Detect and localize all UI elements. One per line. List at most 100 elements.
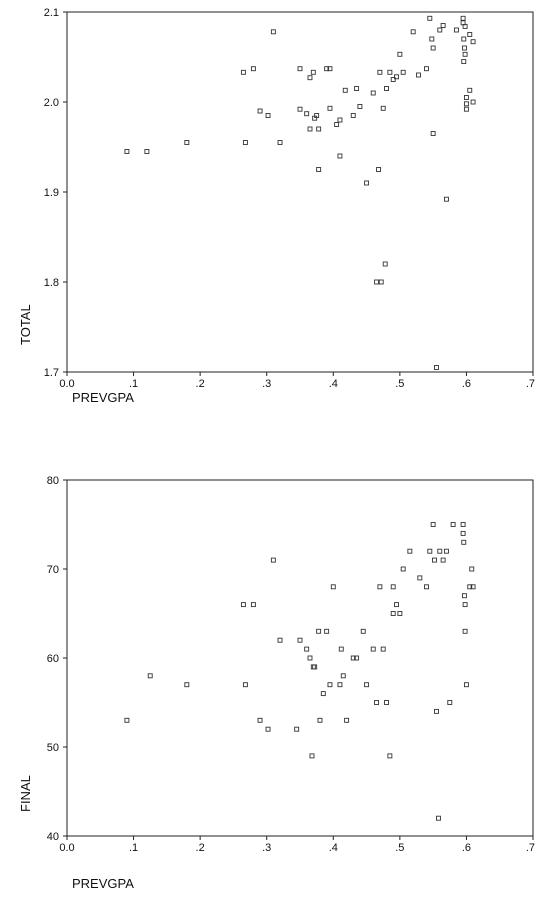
data-point xyxy=(453,27,459,33)
data-point xyxy=(307,75,313,81)
data-point xyxy=(307,126,313,132)
data-point xyxy=(427,15,433,21)
data-point xyxy=(320,691,326,697)
data-point xyxy=(462,51,468,57)
data-point xyxy=(314,113,320,118)
data-point xyxy=(417,575,423,581)
data-point xyxy=(394,74,399,80)
data-point xyxy=(429,36,435,42)
data-point xyxy=(350,655,356,661)
data-point xyxy=(250,66,256,72)
data-point xyxy=(242,140,248,145)
data-point xyxy=(270,557,276,563)
data-point xyxy=(461,45,467,51)
data-point xyxy=(461,539,467,545)
data-point xyxy=(340,673,346,679)
data-point xyxy=(467,584,473,590)
data-point xyxy=(327,66,333,72)
data-point xyxy=(430,522,436,527)
data-point xyxy=(400,566,406,572)
data-point xyxy=(462,602,468,608)
data-point xyxy=(324,628,330,634)
plot-frame xyxy=(66,479,534,837)
x-axis-label: PREVGPA xyxy=(72,876,134,891)
data-point xyxy=(470,99,476,105)
x-tick-label: .6 xyxy=(462,842,471,854)
data-point xyxy=(384,86,389,91)
data-point xyxy=(469,566,475,572)
data-point xyxy=(463,682,469,688)
data-point xyxy=(387,69,393,75)
x-tick-label: .3 xyxy=(262,378,271,390)
data-point xyxy=(257,108,263,114)
data-point xyxy=(342,87,348,93)
data-point xyxy=(430,131,436,136)
data-point xyxy=(432,557,437,563)
data-point xyxy=(124,149,130,154)
data-point xyxy=(327,682,333,688)
data-point xyxy=(450,522,456,527)
data-point xyxy=(382,261,388,267)
data-point xyxy=(124,717,130,723)
data-point xyxy=(437,27,443,33)
data-point xyxy=(360,628,366,634)
x-tick-label: .2 xyxy=(196,378,205,390)
x-tick-label: .1 xyxy=(129,378,138,390)
x-tick-label: 0.0 xyxy=(59,378,74,390)
y-tick-label: 70 xyxy=(47,564,59,576)
data-point xyxy=(265,113,271,118)
data-point xyxy=(316,628,322,634)
data-point xyxy=(309,753,315,759)
y-tick-label: 60 xyxy=(47,653,59,665)
data-point xyxy=(184,682,190,688)
data-point xyxy=(297,106,303,112)
data-point xyxy=(470,584,476,590)
data-point xyxy=(240,69,246,75)
data-point xyxy=(277,140,283,145)
data-point xyxy=(338,646,344,652)
data-point xyxy=(377,69,383,75)
data-point xyxy=(407,548,413,554)
y-tick-label: 2.0 xyxy=(44,97,59,109)
data-point xyxy=(460,15,466,21)
data-point xyxy=(437,548,443,554)
data-point xyxy=(462,23,468,29)
data-point xyxy=(447,700,453,705)
data-point xyxy=(434,708,439,714)
x-tick-label: .1 xyxy=(129,842,138,854)
data-point xyxy=(467,87,473,93)
data-point xyxy=(294,726,300,732)
data-point xyxy=(337,153,343,159)
data-point xyxy=(350,113,356,118)
data-point xyxy=(424,584,429,590)
data-point xyxy=(463,95,469,100)
data-point xyxy=(370,646,376,652)
x-tick-label: .7 xyxy=(526,842,535,854)
data-point xyxy=(364,682,370,688)
data-point xyxy=(434,365,439,370)
data-point xyxy=(257,717,263,723)
data-point xyxy=(427,548,433,554)
plot-frame xyxy=(66,11,534,373)
y-tick-label: 2.1 xyxy=(44,7,59,19)
data-point xyxy=(394,602,399,608)
data-point xyxy=(364,180,370,186)
data-point xyxy=(410,29,416,35)
data-point xyxy=(444,548,449,554)
data-point xyxy=(387,753,393,759)
data-point xyxy=(397,611,403,616)
data-point xyxy=(312,664,318,670)
data-point xyxy=(310,69,316,75)
y-axis-label: FINAL xyxy=(18,775,33,812)
data-point xyxy=(370,90,376,96)
data-point xyxy=(416,72,421,78)
data-point xyxy=(440,23,446,28)
data-point xyxy=(461,59,467,64)
data-point xyxy=(297,66,303,72)
data-point xyxy=(430,45,436,51)
data-point xyxy=(444,196,449,202)
data-point xyxy=(316,126,322,132)
data-point xyxy=(424,66,429,72)
chart-2: 0.0 .1 .2 .3 .4 .5 .6 .7 40 50 60 70 80 PREVGPA FINAL xyxy=(18,475,535,891)
